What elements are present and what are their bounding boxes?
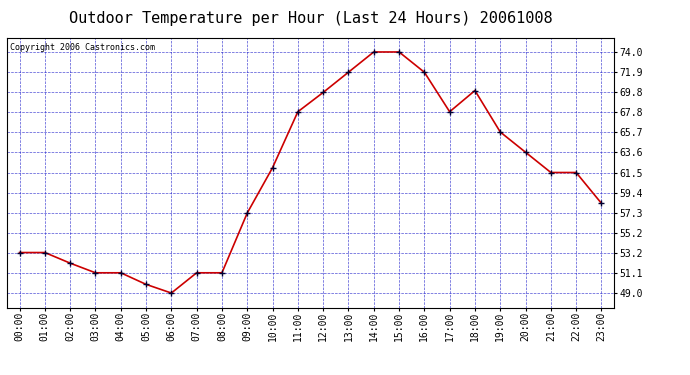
Text: Outdoor Temperature per Hour (Last 24 Hours) 20061008: Outdoor Temperature per Hour (Last 24 Ho… bbox=[69, 11, 552, 26]
Text: Copyright 2006 Castronics.com: Copyright 2006 Castronics.com bbox=[10, 43, 155, 52]
